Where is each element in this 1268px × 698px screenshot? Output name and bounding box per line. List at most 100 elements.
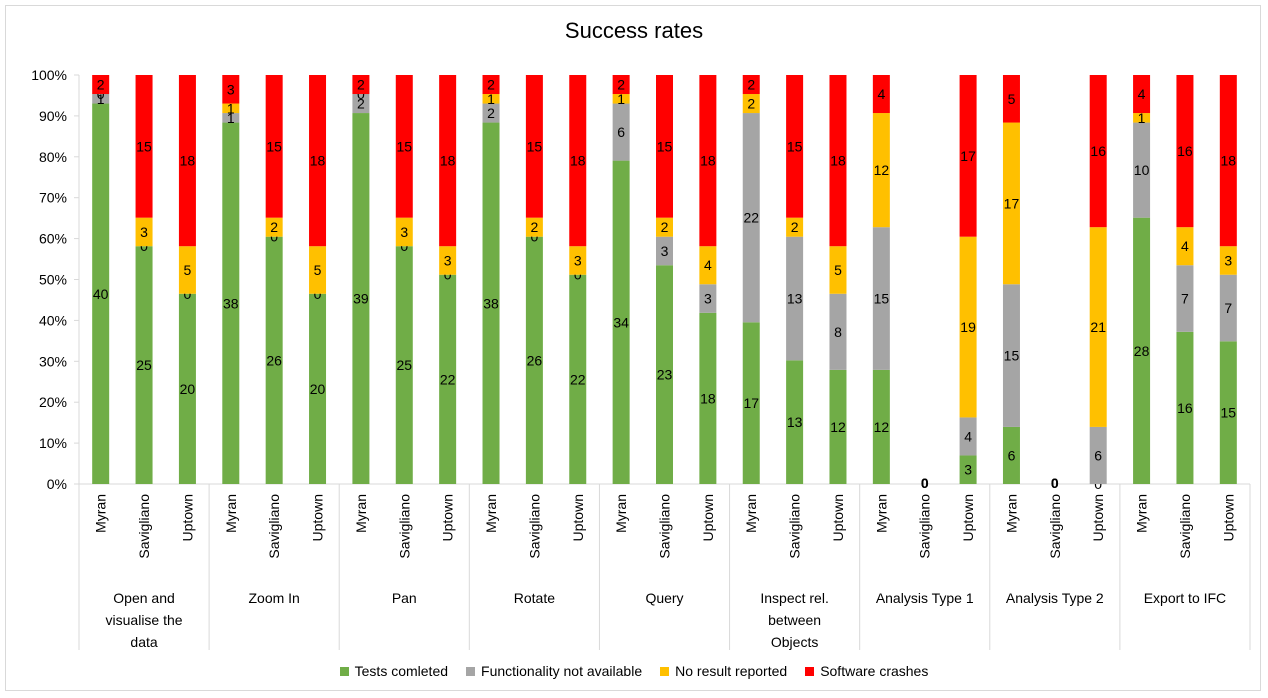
- data-label: 2: [747, 77, 755, 93]
- data-label: 18: [700, 153, 716, 169]
- legend-label: Tests comleted: [354, 663, 449, 679]
- data-label: 15: [1221, 405, 1237, 421]
- bar-segment: [92, 75, 110, 95]
- data-label: 2: [270, 219, 278, 235]
- bar-segment: [1176, 265, 1194, 332]
- data-label: 39: [353, 291, 369, 307]
- subcategory-label: Savigliano: [657, 494, 673, 559]
- data-label: 1: [227, 100, 235, 116]
- bar-segment: [178, 293, 196, 484]
- bar-segment: [309, 246, 327, 294]
- bar-segment: [482, 103, 500, 123]
- legend-item: Functionality not available: [466, 663, 642, 679]
- group-label: data: [130, 634, 157, 650]
- group-label: Query: [645, 590, 683, 606]
- data-label: 3: [661, 243, 669, 259]
- data-label: 18: [830, 153, 846, 169]
- subcategory-label: Myran: [353, 494, 369, 533]
- bar-segment: [656, 265, 673, 484]
- data-label: 1: [617, 91, 625, 107]
- data-label: 2: [617, 77, 625, 93]
- subcategory-label: Uptown: [179, 494, 195, 541]
- group-label: Analysis Type 1: [876, 590, 974, 606]
- data-label: 26: [527, 352, 543, 368]
- data-label: 25: [396, 357, 412, 373]
- bar-segment: [569, 246, 587, 275]
- data-label: 2: [487, 105, 495, 121]
- bar-segment: [1133, 75, 1151, 114]
- data-label: 22: [570, 371, 586, 387]
- data-label: 20: [180, 381, 196, 397]
- bar-segment: [786, 217, 804, 237]
- y-tick-label: 100%: [31, 67, 67, 83]
- bar-segment: [439, 246, 457, 275]
- bar-segment: [222, 113, 240, 123]
- bar-segment: [135, 75, 153, 218]
- bar-segment: [395, 75, 413, 218]
- data-label: 3: [140, 224, 148, 240]
- legend-label: No result reported: [675, 663, 788, 679]
- bar-segment: [352, 113, 370, 484]
- group-label: Export to IFC: [1144, 590, 1226, 606]
- subcategory-label: Myran: [1134, 494, 1150, 533]
- bar-segment: [786, 360, 804, 484]
- data-label: 3: [227, 81, 235, 97]
- data-label: 18: [440, 153, 456, 169]
- subcategory-label: Myran: [1003, 494, 1019, 533]
- subcategory-label: Uptown: [1090, 494, 1106, 541]
- data-label: 4: [877, 86, 885, 102]
- bar-segment: [1089, 227, 1107, 427]
- data-label: 18: [570, 153, 586, 169]
- data-label: 3: [704, 291, 712, 307]
- bar-segment: [742, 322, 760, 484]
- data-label: 10: [1134, 162, 1150, 178]
- legend-swatch: [339, 666, 349, 676]
- subcategory-label: Uptown: [1220, 494, 1236, 541]
- data-label: 22: [743, 210, 759, 226]
- bar-segment: [1133, 217, 1151, 484]
- bar-segment: [439, 274, 457, 484]
- bar-segment: [1219, 75, 1237, 247]
- y-tick-label: 70%: [39, 190, 67, 206]
- bar-segment: [656, 236, 673, 266]
- data-label: 40: [93, 286, 109, 302]
- subcategory-label: Savigliano: [396, 494, 412, 559]
- subcategory-label: Savigliano: [526, 494, 542, 559]
- subcategory-label: Uptown: [310, 494, 326, 541]
- data-label: 6: [1008, 447, 1016, 463]
- y-tick-label: 60%: [39, 231, 67, 247]
- data-label: 4: [964, 428, 972, 444]
- data-label: 0: [921, 475, 929, 491]
- bar-segment: [1089, 75, 1107, 228]
- group-label: Objects: [771, 634, 818, 650]
- data-label: 2: [357, 96, 365, 112]
- data-label: 8: [834, 324, 842, 340]
- bar-segment: [92, 94, 110, 104]
- data-label: 17: [960, 148, 976, 164]
- bar-segment: [829, 369, 847, 484]
- legend-swatch: [466, 666, 476, 676]
- bar-segment: [699, 284, 717, 313]
- bar-segment: [569, 75, 587, 247]
- bar-segment: [829, 293, 847, 370]
- data-label: 0: [1051, 475, 1059, 491]
- data-label: 3: [964, 462, 972, 478]
- y-tick-label: 40%: [39, 312, 67, 328]
- bar-segment: [525, 236, 543, 484]
- bar-segment: [1219, 246, 1237, 275]
- y-tick-label: 80%: [39, 149, 67, 165]
- bar-segment: [222, 122, 240, 484]
- data-label: 23: [657, 367, 673, 383]
- data-label: 12: [874, 419, 890, 435]
- data-label: 22: [440, 371, 456, 387]
- legend-item: No result reported: [660, 663, 787, 679]
- data-label: 6: [1094, 447, 1102, 463]
- bar-segment: [1176, 227, 1194, 266]
- bar-segment: [742, 94, 760, 114]
- group-label: Open and: [113, 590, 175, 606]
- bar-segment: [265, 236, 283, 484]
- bar-segment: [178, 75, 196, 247]
- bar-segment: [959, 455, 977, 484]
- legend-swatch: [660, 666, 670, 676]
